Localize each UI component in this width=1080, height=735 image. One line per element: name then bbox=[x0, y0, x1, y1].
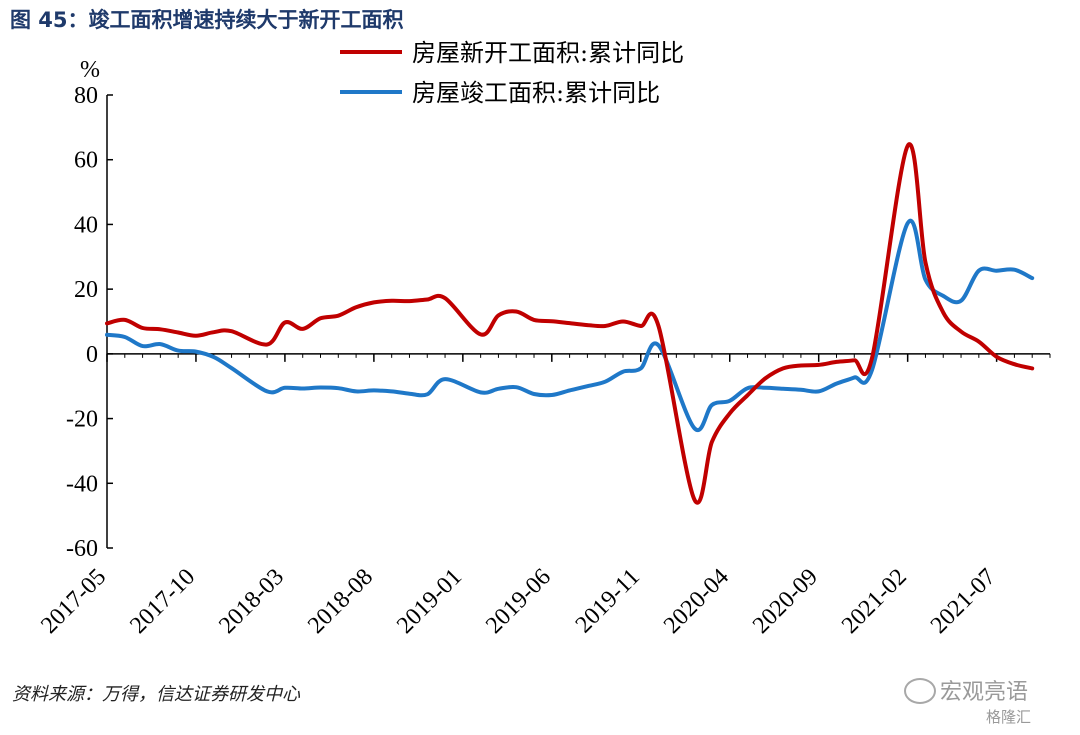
y-tick-label: -40 bbox=[66, 471, 98, 497]
x-tick-label: 2021-02 bbox=[837, 564, 912, 639]
y-tick-label: 20 bbox=[74, 277, 98, 303]
x-tick-label: 2020-09 bbox=[748, 564, 823, 639]
watermark: 宏观亮语 格隆汇 bbox=[900, 672, 1070, 732]
y-tick-label: -60 bbox=[66, 536, 98, 562]
y-tick-label: 60 bbox=[74, 148, 98, 174]
y-axis: 80 60 40 20 0 -20 -40 -60% bbox=[66, 57, 113, 562]
x-tick-label: 2021-07 bbox=[926, 564, 1001, 639]
watermark-subtext: 格隆汇 bbox=[986, 708, 1032, 726]
x-tick-label: 2020-04 bbox=[659, 564, 734, 639]
x-tick-label: 2017-10 bbox=[125, 564, 200, 639]
legend-label: 房屋新开工面积:累计同比 bbox=[412, 39, 684, 67]
series-line-completions bbox=[105, 218, 1035, 433]
legend-label: 房屋竣工面积:累计同比 bbox=[412, 79, 660, 107]
y-tick-label: 80 bbox=[74, 83, 98, 109]
wechat-icon bbox=[904, 678, 936, 704]
figure-title: 图 45：竣工面积增速持续大于新开工面积 bbox=[10, 8, 404, 32]
x-tick-label: 2018-03 bbox=[214, 564, 289, 639]
y-tick-label: -20 bbox=[66, 407, 98, 433]
y-tick-label: 40 bbox=[74, 212, 98, 238]
x-tick-label: 2019-06 bbox=[481, 564, 556, 639]
x-tick-label: 2019-01 bbox=[392, 564, 467, 639]
x-tick-label: 2019-11 bbox=[571, 564, 645, 638]
figure-source-note: 资料来源：万得，信达证券研发中心 bbox=[12, 684, 300, 705]
x-tick-label: 2018-08 bbox=[303, 564, 378, 639]
y-unit-label: % bbox=[80, 57, 100, 83]
x-tick-label: 2017-05 bbox=[36, 564, 111, 639]
series-lines bbox=[105, 142, 1035, 505]
y-tick-label: 0 bbox=[86, 342, 98, 368]
series-line-new-starts bbox=[105, 142, 1035, 505]
watermark-text: 宏观亮语 bbox=[940, 680, 1029, 705]
